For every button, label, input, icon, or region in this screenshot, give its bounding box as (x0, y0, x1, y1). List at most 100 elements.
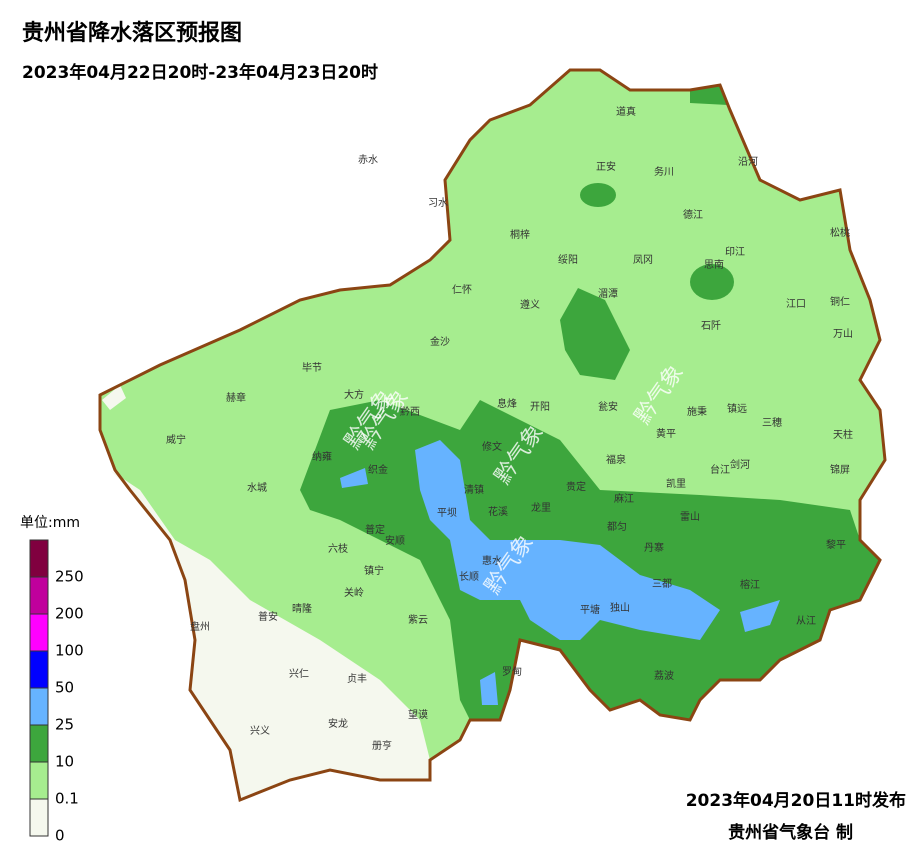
county-label: 荔波 (654, 669, 674, 682)
county-label: 紫云 (408, 614, 428, 626)
legend-label: 250 (55, 568, 84, 586)
moderate-zone (300, 85, 880, 720)
county-label: 开阳 (530, 401, 550, 413)
county-label: 思南 (704, 258, 724, 271)
county-label: 黄平 (656, 427, 676, 440)
county-label: 织金 (368, 463, 388, 476)
county-label: 习水 (428, 197, 448, 209)
legend-label: 0.1 (55, 790, 79, 808)
county-label: 赤水 (358, 154, 378, 166)
county-label: 关岭 (344, 586, 364, 599)
county-label: 册亨 (372, 739, 392, 752)
issue-time: 2023年04月20日11时发布 (686, 790, 906, 811)
county-label: 大方 (344, 388, 364, 401)
legend-label: 100 (55, 642, 84, 660)
county-label: 赫章 (226, 391, 246, 404)
heavy-zone (340, 440, 780, 705)
county-label: 剑河 (730, 458, 750, 471)
county-label: 正安 (596, 160, 616, 173)
legend-swatch (29, 798, 49, 837)
moderate-zone (690, 264, 734, 300)
county-label: 修文 (482, 440, 502, 453)
county-label: 德江 (683, 208, 703, 221)
legend-swatch (29, 761, 49, 800)
county-label: 印江 (725, 246, 745, 258)
county-label: 平塘 (580, 603, 600, 616)
legend: 250 200 100 50 25 10 0.1 0 (29, 539, 84, 845)
county-label: 清镇 (464, 483, 484, 496)
county-label: 江口 (786, 298, 806, 310)
county-label: 凯里 (666, 477, 686, 490)
county-label: 凤冈 (633, 254, 653, 266)
county-label: 施秉 (687, 405, 707, 418)
county-label: 台江 (710, 463, 730, 476)
county-label: 万山 (833, 328, 853, 340)
legend-label: 0 (55, 827, 65, 845)
county-label: 桐梓 (510, 228, 530, 241)
legend-swatch (29, 650, 49, 689)
legend-title: 单位:mm (20, 515, 80, 531)
subtitle: 2023年04月22日20时-23年04月23日20时 (22, 62, 378, 83)
county-label: 安龙 (328, 717, 348, 730)
county-label: 锦屏 (830, 463, 850, 476)
dry-zone (102, 385, 430, 800)
issuer: 贵州省气象台 制 (728, 822, 853, 843)
county-label: 天柱 (833, 428, 853, 441)
county-label: 普安 (258, 610, 278, 623)
county-label: 金沙 (430, 335, 450, 348)
county-label: 惠水 (482, 554, 502, 567)
county-label: 晴隆 (292, 602, 312, 615)
legend-label: 10 (55, 753, 74, 771)
county-label: 松桃 (830, 226, 850, 239)
moderate-zone (580, 183, 616, 207)
county-label: 福泉 (606, 453, 626, 466)
county-label: 湄潭 (598, 288, 618, 300)
legend-swatch (29, 539, 49, 578)
county-label: 仁怀 (452, 284, 472, 296)
county-label: 普定 (365, 523, 385, 536)
legend-swatch (29, 576, 49, 615)
county-label: 沿河 (738, 156, 758, 168)
county-label: 榕江 (740, 578, 760, 591)
county-label: 黎平 (826, 538, 846, 551)
province-border (98, 68, 887, 803)
county-label: 贞丰 (347, 672, 367, 685)
county-label: 独山 (610, 601, 630, 614)
county-label: 纳雍 (312, 450, 332, 463)
county-label: 龙里 (531, 501, 551, 514)
county-label: 雷山 (680, 511, 700, 523)
county-label: 瓮安 (598, 400, 618, 413)
county-label: 花溪 (488, 505, 508, 518)
county-label: 黔西 (400, 405, 420, 418)
county-label: 息烽 (497, 397, 517, 410)
county-label: 望谟 (408, 708, 428, 721)
county-label: 长顺 (459, 571, 479, 583)
legend-swatch (29, 613, 49, 652)
county-label: 从江 (796, 615, 816, 627)
county-label: 麻江 (614, 492, 634, 505)
county-label: 三都 (652, 578, 672, 590)
county-label: 道真 (616, 105, 636, 118)
county-label: 石阡 (701, 320, 721, 332)
county-label: 三穗 (762, 416, 782, 429)
county-label: 镇宁 (364, 564, 384, 577)
county-label: 镇远 (727, 402, 747, 415)
county-label: 六枝 (328, 542, 348, 555)
county-label: 铜仁 (830, 296, 850, 308)
county-label: 威宁 (166, 433, 186, 446)
county-label: 绥阳 (558, 254, 578, 266)
legend-swatch (29, 687, 49, 726)
title: 贵州省降水落区预报图 (22, 21, 242, 46)
county-label: 安顺 (385, 534, 405, 547)
legend-label: 25 (55, 716, 74, 734)
county-label: 丹寨 (644, 541, 664, 554)
legend-label: 50 (55, 679, 74, 697)
county-label: 盘州 (190, 620, 210, 633)
county-label: 务川 (654, 165, 674, 178)
county-label: 兴义 (250, 725, 270, 737)
county-label: 兴仁 (289, 668, 309, 680)
county-label: 贵定 (566, 480, 586, 493)
